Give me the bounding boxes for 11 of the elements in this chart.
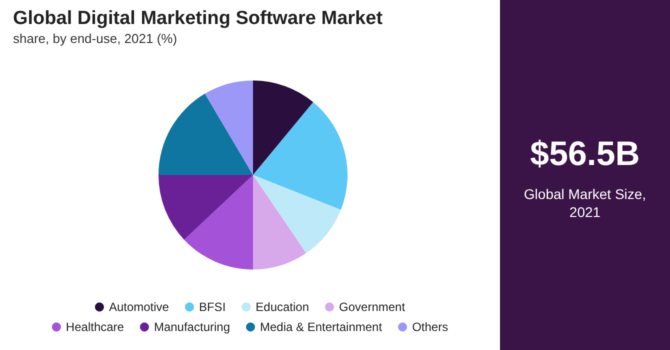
legend-label: Education	[256, 300, 310, 314]
legend-label: Government	[339, 300, 406, 314]
legend-label: Media & Entertainment	[260, 320, 383, 334]
legend-label: Automotive	[108, 300, 170, 314]
chart-subtitle: share, by end-use, 2021 (%)	[13, 31, 178, 46]
chart-title: Global Digital Marketing Software Market	[13, 8, 384, 29]
legend-label: Healthcare	[66, 320, 124, 334]
legend-label: BFSI	[198, 300, 226, 314]
side-panel: $56.5B Global Market Size, 2021	[500, 0, 670, 350]
legend-label: Others	[412, 320, 448, 334]
legend-label: Manufacturing	[154, 320, 230, 334]
